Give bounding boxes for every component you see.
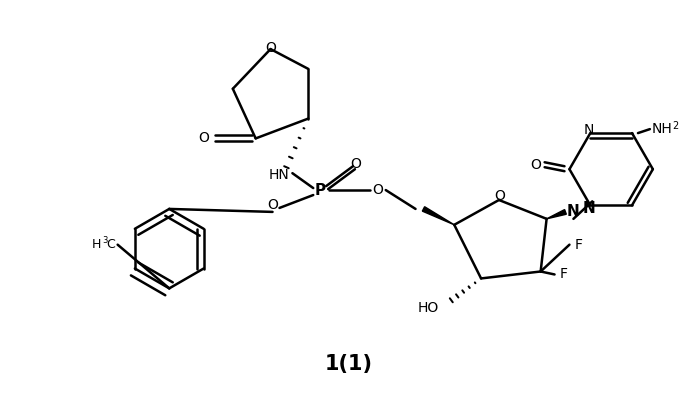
Text: HN: HN (268, 168, 289, 182)
Text: F: F (559, 268, 568, 281)
Text: 1(1): 1(1) (325, 354, 373, 374)
Text: N: N (584, 123, 594, 137)
Text: HO: HO (418, 301, 440, 315)
Text: N: N (567, 204, 579, 220)
Text: O: O (267, 198, 278, 212)
Text: NH: NH (651, 122, 672, 136)
Text: H: H (92, 238, 101, 251)
Text: O: O (350, 157, 361, 171)
Polygon shape (422, 207, 454, 225)
Text: 2: 2 (672, 121, 679, 131)
Text: O: O (494, 189, 505, 203)
Text: 3: 3 (102, 236, 108, 245)
Text: O: O (199, 131, 210, 145)
Text: P: P (315, 183, 326, 198)
Text: O: O (531, 158, 541, 172)
Text: O: O (373, 183, 383, 197)
Text: F: F (575, 238, 582, 252)
Text: N: N (583, 201, 596, 216)
Text: O: O (265, 41, 276, 55)
Polygon shape (547, 210, 566, 219)
Text: C: C (106, 238, 115, 251)
